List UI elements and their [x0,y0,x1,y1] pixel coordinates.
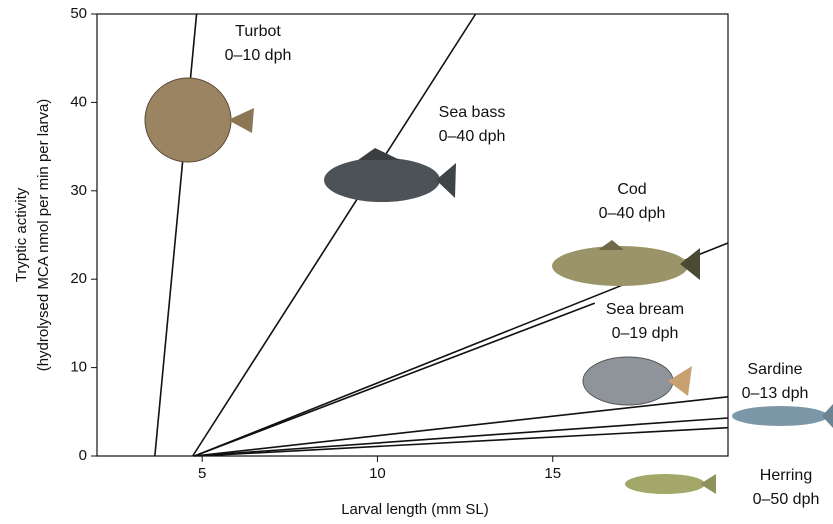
age-range-label: 0–40 dph [439,128,506,145]
species-label: Herring [760,467,812,484]
sea-bass-image [324,148,456,202]
age-range-label: 0–40 dph [599,205,666,222]
age-range-label: 0–10 dph [225,47,292,64]
species-label: Sea bass [439,104,506,121]
fish-illustrations [144,77,833,494]
species-label: Sea bream [606,301,684,318]
species-line [194,417,729,457]
y-tick-label: 30 [70,182,87,199]
species-line [194,395,729,457]
turbot-image [144,77,254,163]
y-tick-label: 10 [70,359,87,376]
age-range-label: 0–50 dph [753,491,820,508]
x-tick-label: 15 [544,465,561,482]
y-axis-label: Tryptic activity [13,187,30,282]
plot-frame [96,13,729,457]
y-tick-label: 40 [70,93,87,110]
y-tick-label: 20 [70,270,87,287]
age-range-label: 0–13 dph [742,385,809,402]
species-label: Turbot [235,23,281,40]
species-line [192,13,477,457]
species-label: Cod [617,181,646,198]
species-line [194,302,596,457]
sea-bream-image [582,356,692,406]
x-axis-label: Larval length (mm SL) [341,501,489,518]
x-tick-label: 5 [198,465,206,482]
y-tick-label: 50 [70,5,87,22]
x-tick-label: 10 [369,465,386,482]
herring-image [625,474,716,494]
y-axis-label: (hydrolysed MCA nmol per min per larva) [35,99,52,372]
species-label: Sardine [747,361,802,378]
species-line [198,426,729,457]
sardine-image [732,404,833,428]
cod-image [552,240,700,286]
age-range-label: 0–19 dph [612,325,679,342]
y-tick-label: 0 [79,447,87,464]
